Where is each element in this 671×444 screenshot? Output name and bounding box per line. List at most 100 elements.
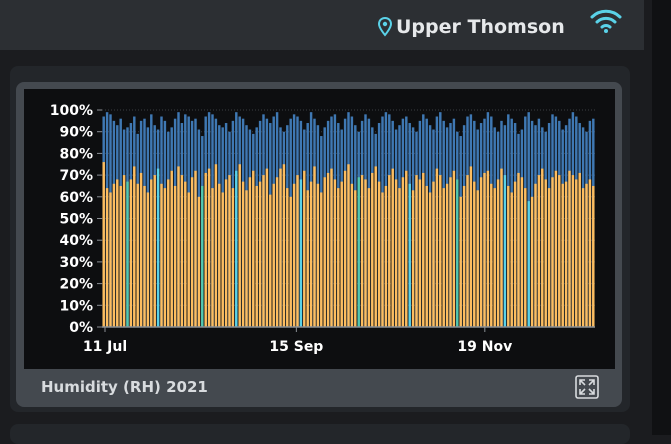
bar-min (398, 188, 401, 327)
bar-min (146, 192, 150, 327)
humidity-chart: 0% 10% 20% 30% 40% 50% 60% 70% 80% 90% 100% 11 Jul 1… (24, 89, 615, 369)
bar-min (194, 170, 197, 327)
bar-min (269, 194, 272, 327)
bar-min (170, 170, 173, 327)
bar-min (513, 181, 517, 327)
bar-min (133, 166, 136, 327)
bar-min (207, 168, 211, 327)
bar-min (551, 177, 554, 327)
bar-min (340, 181, 343, 327)
bar-min (126, 181, 129, 327)
humidity-chart-svg: 0% 10% 20% 30% 40% 50% 60% 70% 80% 90% 100% 11 Jul 1… (50, 103, 595, 355)
bar-min (510, 192, 513, 327)
bar-min (524, 188, 527, 327)
bar-min (473, 181, 476, 327)
bar-min (279, 168, 282, 327)
bar-min (476, 190, 479, 327)
bar-min (289, 196, 292, 327)
bar-min (296, 175, 299, 327)
bar-min (364, 179, 367, 327)
bar-min (303, 170, 306, 327)
bar-min (547, 188, 551, 327)
bar-min (173, 185, 177, 327)
bar-min (119, 185, 122, 327)
bar-min (330, 168, 333, 327)
bar-min (167, 179, 170, 327)
bar-min (411, 190, 415, 327)
bar-min (452, 170, 456, 327)
bar-min (136, 183, 139, 327)
bar-min (527, 201, 530, 327)
next-widget-panel (10, 424, 630, 444)
bar-min (272, 183, 275, 327)
bar-min (459, 196, 462, 327)
bar-min (503, 175, 507, 327)
bar-min (388, 175, 391, 327)
bar-min (401, 177, 405, 327)
location-name: Upper Thomson (396, 16, 565, 38)
bar-min (371, 172, 374, 327)
bar-min (469, 166, 473, 327)
bar-min (537, 175, 541, 327)
bar-min (496, 179, 500, 327)
bar-min (323, 177, 326, 327)
bar-min (248, 177, 252, 327)
bar-min (486, 170, 490, 327)
bar-min (160, 183, 163, 327)
bar-min (381, 192, 384, 327)
bar-min (432, 181, 435, 327)
bar-min (224, 179, 228, 327)
bar-min (313, 166, 316, 327)
bar-min (374, 166, 377, 327)
bar-min (333, 179, 337, 327)
bar-min (241, 181, 245, 327)
bar-min (262, 175, 265, 327)
bar-min (479, 177, 483, 327)
bar-min (422, 172, 425, 327)
bar-min (286, 188, 289, 327)
bar-min (184, 181, 187, 327)
bar-min (394, 179, 398, 327)
bar-min (585, 183, 588, 327)
bar-min (238, 164, 241, 327)
bar-min (350, 183, 354, 327)
y-tick-label: 90% (59, 125, 93, 141)
expand-icon[interactable] (575, 375, 599, 399)
y-tick-label: 0% (69, 320, 93, 336)
bar-min (435, 168, 439, 327)
bar-min (490, 183, 493, 327)
bar-min (367, 188, 371, 327)
bar-min (105, 188, 109, 327)
bar-min (541, 168, 544, 327)
bar-min (245, 190, 248, 327)
bar-min (150, 179, 153, 327)
location-display[interactable]: Upper Thomson (378, 14, 565, 40)
bar-min (425, 185, 428, 327)
bar-min (299, 179, 303, 327)
bar-min (442, 188, 445, 327)
bar-min (415, 175, 418, 327)
bar-min (204, 172, 207, 327)
x-tick-label: 11 Jul (83, 339, 127, 355)
wifi-icon[interactable] (589, 8, 623, 34)
bar-min (575, 179, 578, 327)
bar-min (211, 188, 214, 327)
bar-min (139, 172, 143, 327)
chart-caption: Humidity (RH) 2021 (41, 378, 208, 396)
y-tick-label: 100% (50, 103, 93, 119)
bar-min (588, 179, 592, 327)
bar-min (578, 172, 581, 327)
bar-min (197, 196, 201, 327)
map-pin-icon (378, 17, 392, 37)
y-tick-label: 20% (59, 277, 93, 293)
bar-min (326, 172, 330, 327)
bar-min (292, 183, 296, 327)
bar-min (309, 181, 313, 327)
bar-min (507, 185, 510, 327)
bar-min (462, 185, 466, 327)
bar-min (214, 164, 218, 327)
bar-min (228, 175, 231, 327)
bar-min (571, 175, 575, 327)
bar-min (456, 179, 459, 327)
bar-min (316, 183, 320, 327)
